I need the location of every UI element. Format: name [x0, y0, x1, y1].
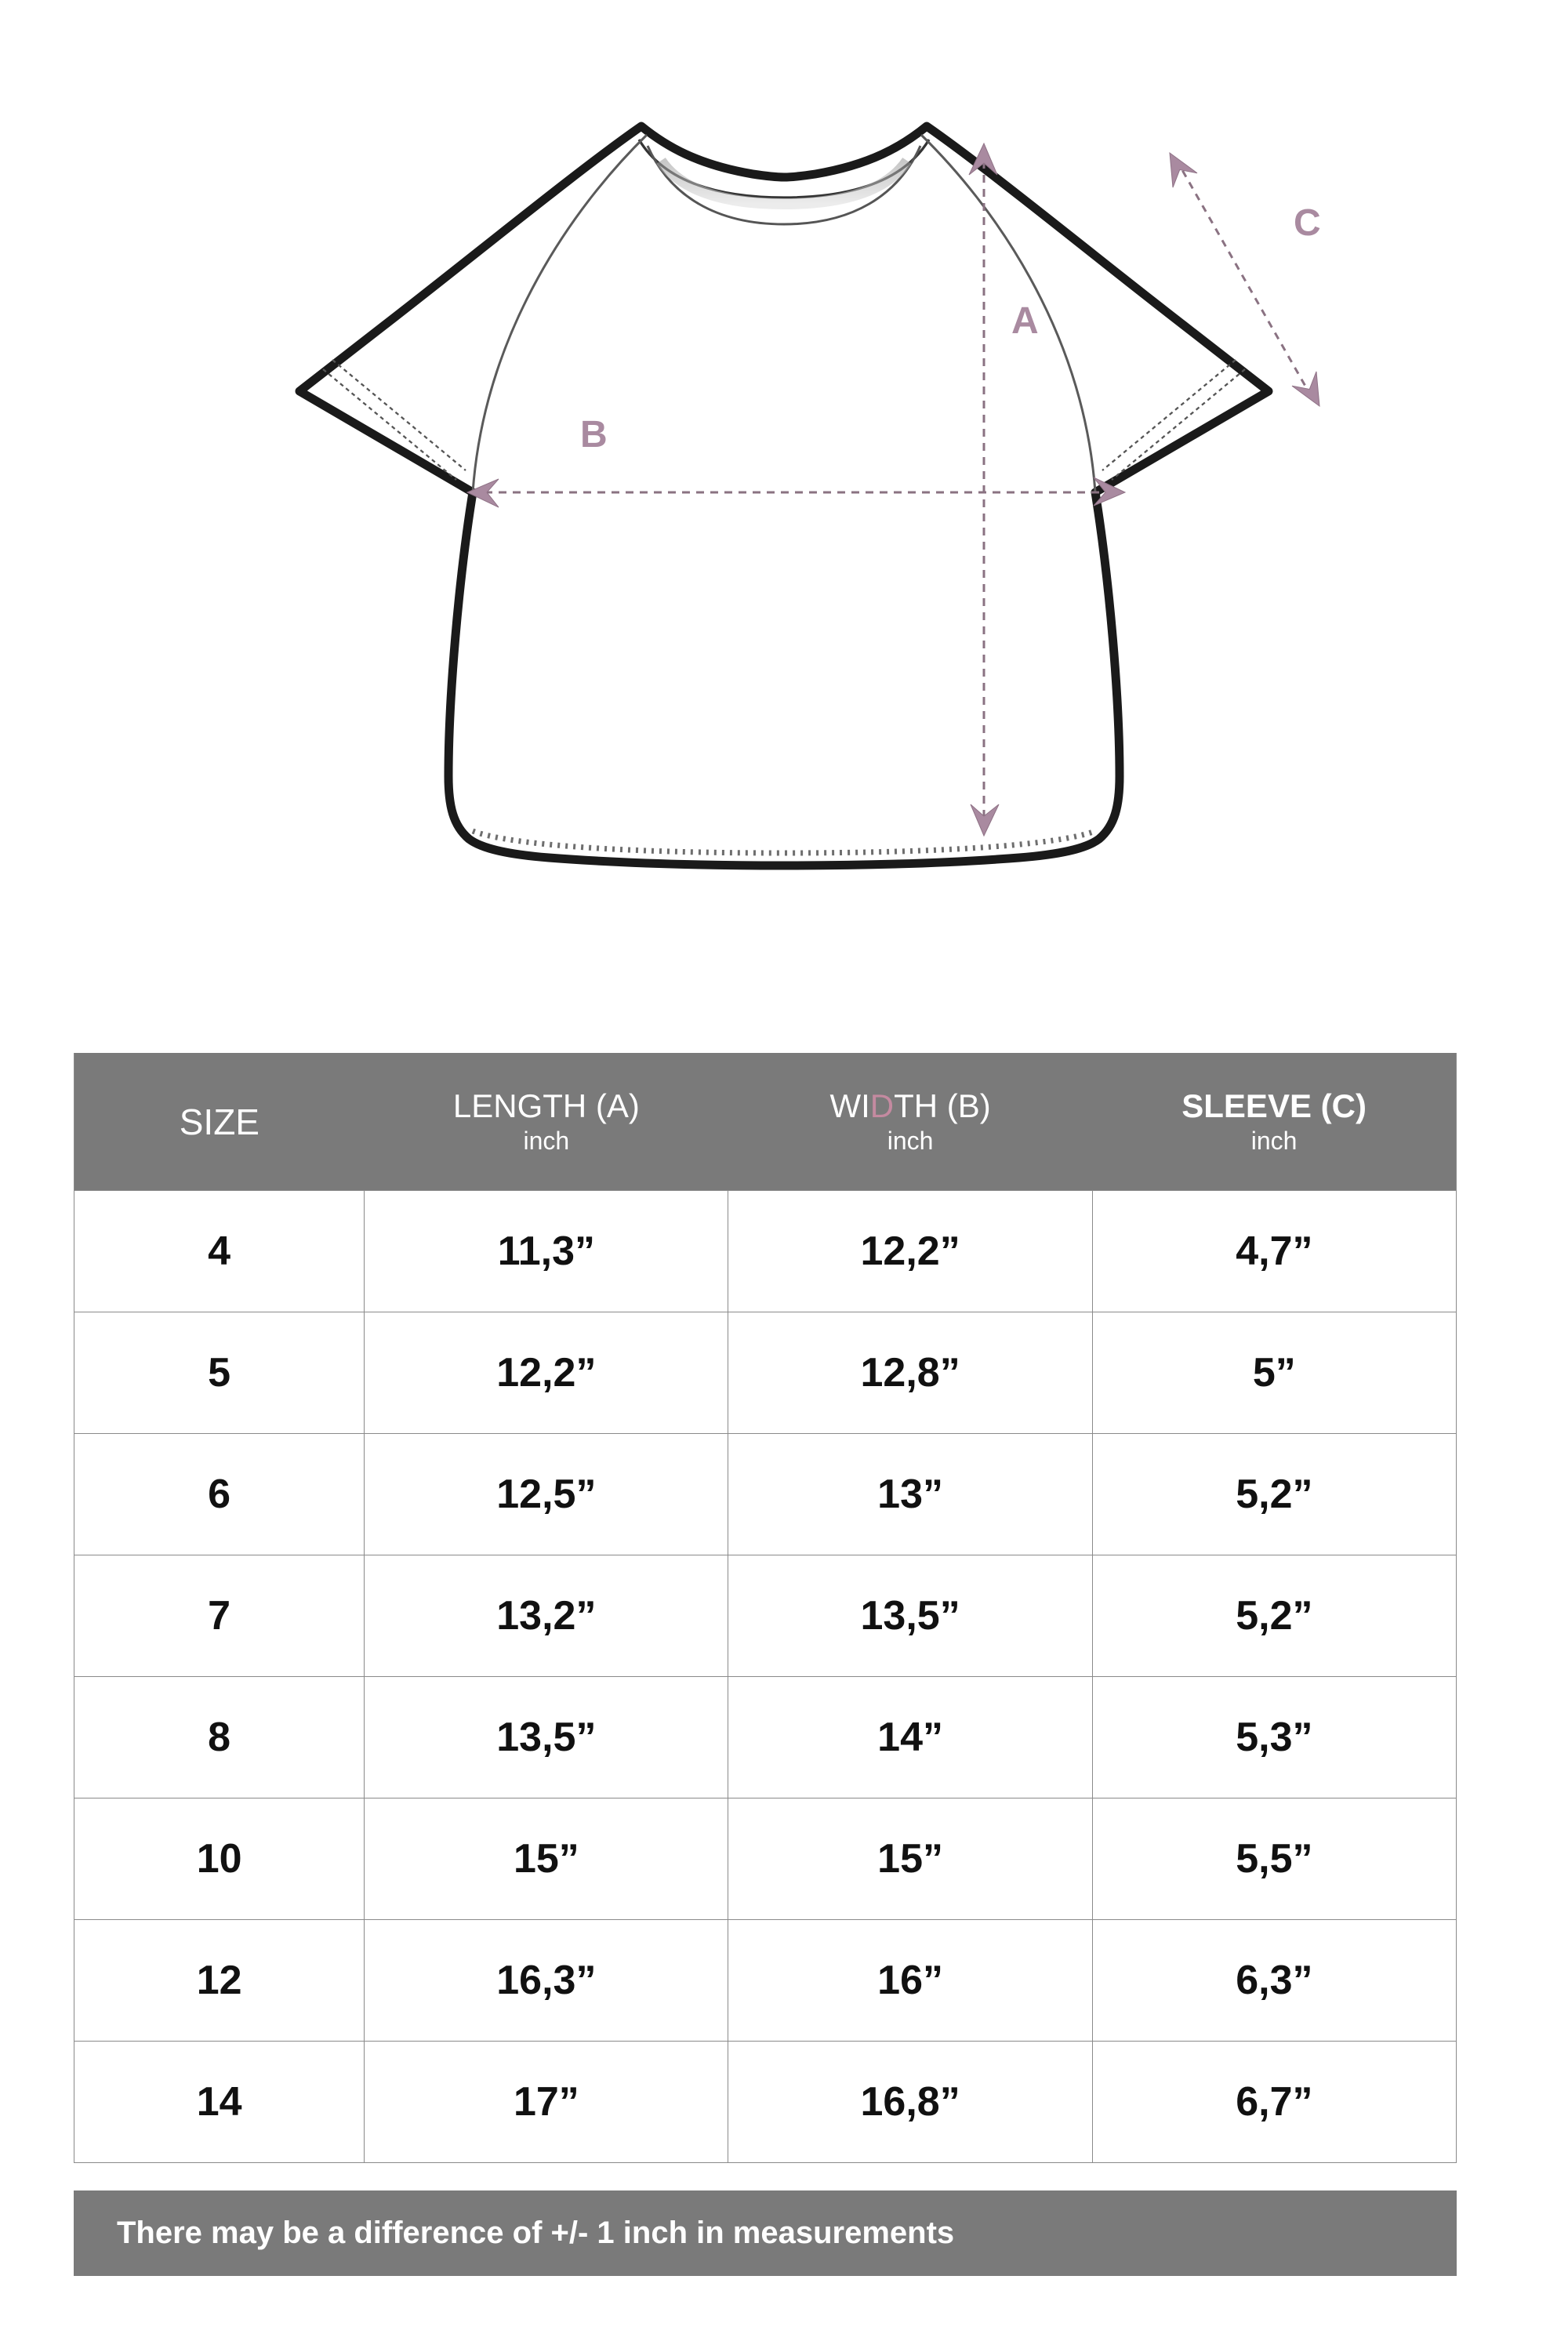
- svg-text:C: C: [1294, 202, 1321, 244]
- svg-text:B: B: [580, 414, 608, 456]
- svg-text:A: A: [1011, 300, 1039, 342]
